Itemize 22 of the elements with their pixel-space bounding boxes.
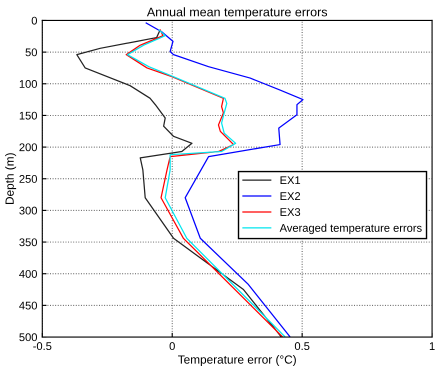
y-tick-label: 450	[19, 302, 37, 310]
x-tick-label: 0.5	[294, 342, 310, 350]
legend-label: EX1	[280, 176, 300, 184]
y-tick-label: 500	[19, 333, 37, 342]
x-tick-label: 0	[170, 342, 175, 350]
y-tick-label: 150	[20, 112, 37, 120]
y-axis-title: Depth (m)	[5, 153, 16, 204]
y-tick-label: 350	[19, 238, 37, 246]
legend-label: EX2	[280, 192, 300, 200]
x-tick-label: 1	[430, 342, 435, 350]
y-tick-label: 50	[26, 48, 37, 56]
x-axis-title: Temperature error (°C)	[178, 355, 296, 366]
y-tick-label: 100	[20, 80, 37, 88]
y-tick-label: 200	[19, 143, 37, 152]
chart-title: Annual mean temperature errors	[146, 7, 328, 19]
legend-label: Averaged temperature errors	[280, 224, 422, 234]
y-tick-label: 250	[19, 175, 37, 183]
x-tick-label: -0.5	[33, 342, 52, 350]
y-tick-label: 300	[19, 206, 37, 215]
legend-label: EX3	[280, 208, 300, 216]
y-tick-label: 0	[32, 16, 37, 25]
y-tick-label: 400	[19, 270, 37, 278]
